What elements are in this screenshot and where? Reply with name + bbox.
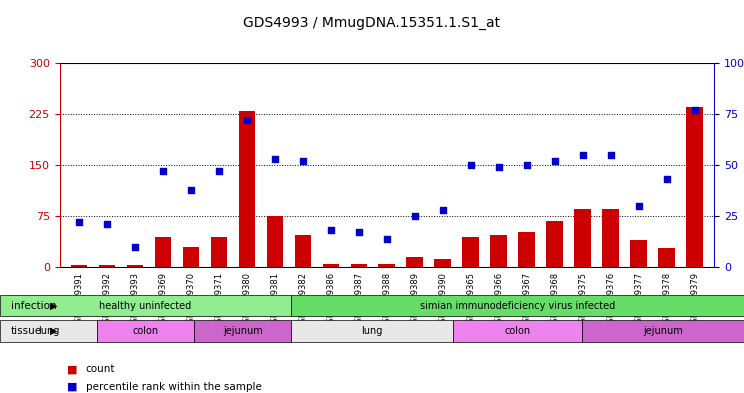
Text: lung: lung xyxy=(362,326,382,336)
Point xyxy=(129,244,141,250)
Text: healthy uninfected: healthy uninfected xyxy=(100,301,192,310)
Bar xyxy=(266,216,283,267)
Point xyxy=(269,156,281,162)
Point xyxy=(101,221,113,228)
Point xyxy=(661,176,673,182)
Point xyxy=(185,186,197,193)
Bar xyxy=(239,110,255,267)
Text: colon: colon xyxy=(132,326,158,336)
Point xyxy=(409,213,421,219)
Point xyxy=(689,107,701,113)
Bar xyxy=(630,240,647,267)
Point xyxy=(493,164,504,170)
Bar xyxy=(463,237,479,267)
Point xyxy=(353,230,365,236)
Text: count: count xyxy=(86,364,115,375)
Point xyxy=(437,207,449,213)
Point xyxy=(465,162,477,168)
Text: jejunum: jejunum xyxy=(222,326,263,336)
Bar xyxy=(323,264,339,267)
Point xyxy=(381,235,393,242)
Point xyxy=(549,158,561,164)
Point xyxy=(213,168,225,174)
Bar xyxy=(350,264,368,267)
Point xyxy=(577,152,589,158)
Bar xyxy=(379,264,395,267)
Text: GDS4993 / MmugDNA.15351.1.S1_at: GDS4993 / MmugDNA.15351.1.S1_at xyxy=(243,16,501,30)
Bar xyxy=(519,232,535,267)
Point xyxy=(297,158,309,164)
Bar xyxy=(71,265,88,267)
Text: ■: ■ xyxy=(67,364,77,375)
Bar xyxy=(686,107,703,267)
Bar xyxy=(406,257,423,267)
Text: ▶: ▶ xyxy=(50,301,57,310)
Point xyxy=(157,168,169,174)
Bar xyxy=(546,221,563,267)
Bar xyxy=(295,235,311,267)
Point xyxy=(605,152,617,158)
Bar xyxy=(603,209,619,267)
Bar xyxy=(434,259,451,267)
Bar xyxy=(126,265,144,267)
Bar xyxy=(658,248,675,267)
Point xyxy=(521,162,533,168)
Bar xyxy=(99,264,115,267)
Bar xyxy=(574,209,591,267)
Bar xyxy=(182,247,199,267)
Text: colon: colon xyxy=(504,326,530,336)
Text: tissue: tissue xyxy=(11,326,42,336)
Text: ▶: ▶ xyxy=(50,326,57,336)
Text: jejunum: jejunum xyxy=(644,326,683,336)
Text: ■: ■ xyxy=(67,382,77,392)
Point xyxy=(73,219,85,226)
Point xyxy=(632,203,644,209)
Point xyxy=(241,117,253,123)
Point xyxy=(325,227,337,233)
Text: lung: lung xyxy=(38,326,60,336)
Bar xyxy=(155,237,171,267)
Text: percentile rank within the sample: percentile rank within the sample xyxy=(86,382,261,392)
Bar xyxy=(211,237,228,267)
Text: infection: infection xyxy=(11,301,57,310)
Bar xyxy=(490,235,507,267)
Text: simian immunodeficiency virus infected: simian immunodeficiency virus infected xyxy=(420,301,615,310)
